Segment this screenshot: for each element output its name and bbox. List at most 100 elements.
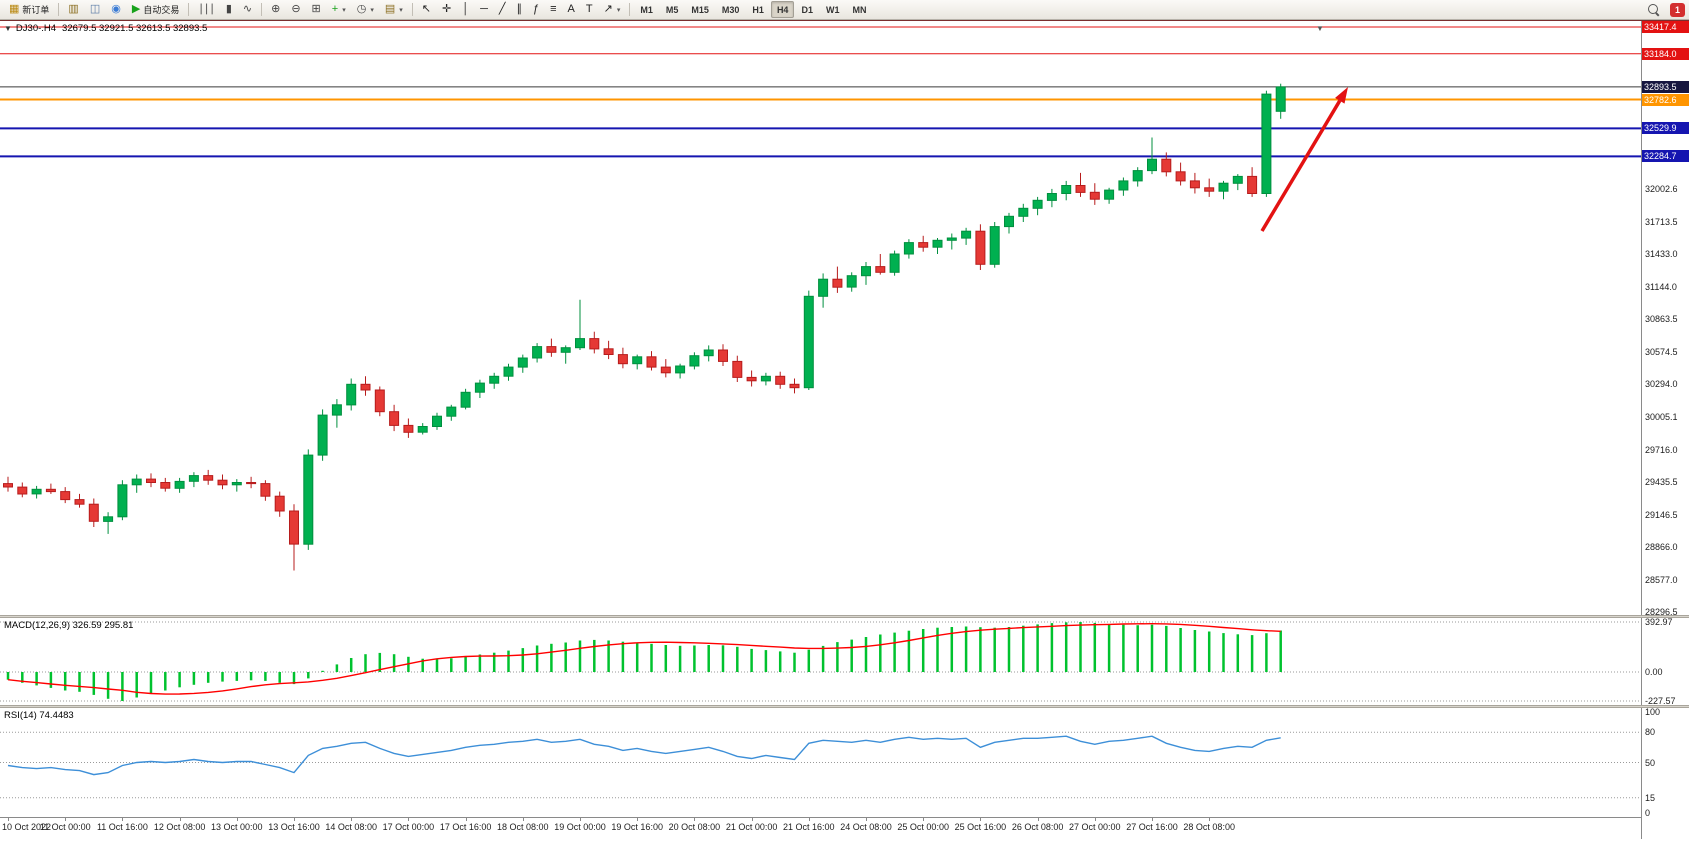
- macd-signal-line: [7, 622, 1281, 695]
- toolbar-separator: [58, 3, 60, 16]
- timeframe-mn-button[interactable]: MN: [852, 4, 867, 15]
- bar-chart-button[interactable]: ∣∣∣: [193, 1, 220, 18]
- market-watch-button[interactable]: ▥: [63, 1, 83, 18]
- chevron-down-icon[interactable]: ▼: [4, 24, 12, 33]
- price-tick: 31144.0: [1645, 281, 1677, 292]
- time-label: 19 Oct 16:00: [611, 822, 663, 832]
- price-tick: 29435.5: [1645, 476, 1678, 487]
- zoom-in-button[interactable]: ⊕: [266, 1, 285, 18]
- fibonacci-icon: ƒ: [533, 3, 540, 15]
- price-scale[interactable]: 32002.6 31713.5 31433.0 31144.0 30863.5 30574…: [1641, 21, 1689, 839]
- new-order-button-label: 新订单: [22, 5, 50, 15]
- macd-pane[interactable]: [0, 618, 1641, 705]
- new-order-button[interactable]: ▦ 新订单: [4, 1, 54, 18]
- fibonacci-button[interactable]: ƒ: [528, 1, 544, 18]
- equidistant-channel-icon: ∥: [516, 3, 523, 15]
- market-watch-icon: ▥: [68, 3, 79, 15]
- price-tick: 30005.1: [1645, 411, 1678, 422]
- toolbar-separator: [411, 3, 413, 16]
- autotrading-button-label: 自动交易: [143, 5, 180, 15]
- time-label: 25 Oct 00:00: [897, 822, 949, 832]
- time-tick: [751, 818, 753, 821]
- time-tick: [980, 818, 982, 821]
- crosshair-button[interactable]: ✛: [437, 1, 456, 18]
- toolbar-separator: [261, 3, 263, 16]
- rsi-chart[interactable]: [0, 708, 1641, 817]
- templates-button[interactable]: ▤ ▾: [380, 1, 408, 18]
- horizontal-line-button[interactable]: ─: [475, 1, 493, 18]
- rsi-scale-tick: 80: [1645, 727, 1656, 738]
- price-tick: 29146.5: [1645, 509, 1678, 520]
- cursor-button[interactable]: ↖: [417, 1, 436, 18]
- time-tick: [1209, 818, 1211, 821]
- time-tick: [1037, 818, 1039, 821]
- candles: [3, 83, 1286, 571]
- candlestick-chart-icon: ▮: [225, 3, 232, 15]
- pane-splitter-rsi[interactable]: [0, 705, 1689, 708]
- time-axis[interactable]: 10 Oct 2022 11 Oct 00:00 11 Oct 16:00 12 Oc…: [0, 817, 1641, 839]
- time-label: 21 Oct 00:00: [725, 822, 778, 832]
- time-tick: [522, 818, 524, 821]
- crosshair-icon: ✛: [441, 3, 452, 15]
- text-button[interactable]: A: [563, 1, 580, 18]
- trend-arrow-annotation[interactable]: [1260, 87, 1348, 232]
- chart-shift-marker[interactable]: ▼: [1316, 24, 1324, 33]
- time-label: 20 Oct 08:00: [668, 822, 721, 832]
- price-level-badge: 32782.6: [1642, 93, 1689, 106]
- time-label: 21 Oct 16:00: [783, 822, 835, 832]
- vertical-line-button[interactable]: │: [457, 1, 474, 18]
- price-tick: 31713.5: [1645, 216, 1678, 227]
- toolbar-separator: [188, 3, 190, 16]
- rsi-pane[interactable]: [0, 708, 1641, 817]
- sound-alert-icon: ◉: [111, 3, 121, 15]
- indicators-button[interactable]: + ▾: [327, 1, 351, 18]
- arrows-button[interactable]: ↗ ▾: [599, 1, 626, 18]
- timeframe-h1-button[interactable]: H1: [752, 4, 764, 15]
- macd-chart[interactable]: [0, 618, 1641, 705]
- trendline-button[interactable]: ╱: [494, 1, 511, 18]
- objects-list-button[interactable]: ≡: [545, 1, 561, 18]
- time-tick: [580, 818, 581, 821]
- equidistant-channel-button[interactable]: ∥: [512, 1, 528, 18]
- sound-alert-button[interactable]: ◉: [106, 1, 126, 18]
- timeframe-m5-button[interactable]: M5: [665, 4, 679, 15]
- timeframe-w1-button[interactable]: W1: [825, 4, 840, 15]
- cursor-icon: ↖: [421, 3, 431, 15]
- timeframe-m1-button[interactable]: M1: [640, 4, 653, 15]
- notification-badge[interactable]: 1: [1670, 2, 1685, 17]
- tile-windows-icon: ⊞: [311, 3, 321, 15]
- chart-header: ▼ DJ30-.H4 32679.5 32921.5 32613.5 32893.5: [4, 23, 207, 34]
- new-order-icon: ▦: [9, 3, 20, 15]
- macd-label: MACD(12,26,9) 326.59 295.81: [4, 620, 134, 631]
- line-chart-button[interactable]: ∿: [238, 1, 257, 18]
- autotrading-button[interactable]: ▶ 自动交易: [127, 1, 184, 18]
- zoom-out-button[interactable]: ⊖: [286, 1, 305, 18]
- line-chart-icon: ∿: [242, 3, 253, 15]
- time-tick: [465, 818, 467, 821]
- main-chart-pane[interactable]: ▼: [0, 21, 1641, 615]
- arrows-icon: ↗: [603, 3, 613, 15]
- periods-icon: ◷: [356, 3, 367, 15]
- pane-splitter-macd[interactable]: [0, 615, 1689, 618]
- time-tick: [236, 818, 238, 821]
- candlestick-chart-button[interactable]: ▮: [221, 1, 237, 18]
- timeframe-h4-button[interactable]: H4: [770, 1, 795, 18]
- vertical-line-icon: │: [462, 3, 470, 15]
- price-tick: 28296.5: [1645, 607, 1678, 617]
- timeframe-m15-button[interactable]: M15: [691, 4, 709, 15]
- time-tick: [808, 818, 810, 821]
- timeframe-d1-button[interactable]: D1: [801, 4, 813, 15]
- trendline-icon: ╱: [498, 3, 506, 15]
- search-button[interactable]: [1642, 1, 1665, 18]
- rsi-scale-tick: 50: [1645, 757, 1656, 768]
- tile-windows-button[interactable]: ⊞: [307, 1, 326, 18]
- periods-button[interactable]: ◷ ▾: [352, 1, 379, 18]
- data-window-button[interactable]: ◫: [85, 1, 105, 18]
- candlestick-chart[interactable]: ▼: [0, 21, 1641, 615]
- text-label-button[interactable]: T: [581, 1, 598, 18]
- timeframe-m30-button[interactable]: M30: [721, 4, 740, 15]
- rsi-label: RSI(14) 74.4483: [4, 710, 74, 721]
- time-label: 13 Oct 00:00: [211, 822, 263, 832]
- time-label: 27 Oct 00:00: [1069, 822, 1121, 832]
